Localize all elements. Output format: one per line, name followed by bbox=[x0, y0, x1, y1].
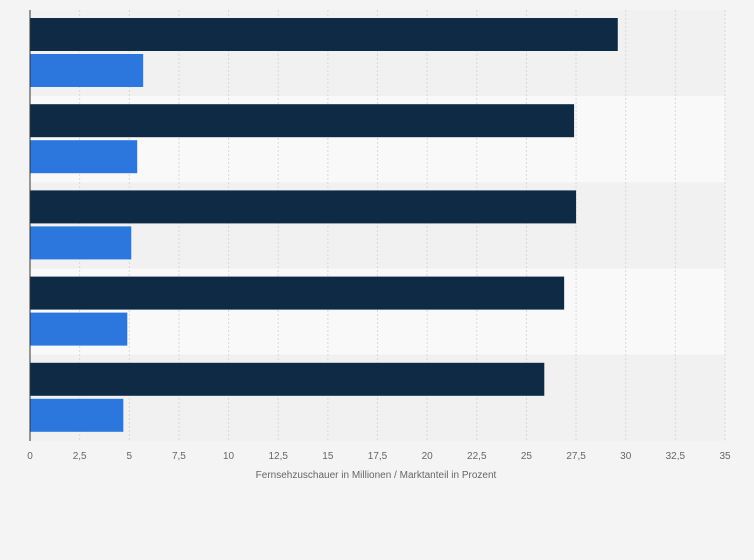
bars bbox=[30, 18, 618, 432]
x-tick-label: 32,5 bbox=[666, 451, 686, 462]
x-tick-label: 27,5 bbox=[566, 451, 586, 462]
x-tick-label: 10 bbox=[223, 451, 235, 462]
x-tick-label: 25 bbox=[521, 451, 533, 462]
bar bbox=[30, 362, 545, 396]
x-tick-label: 22,5 bbox=[467, 451, 487, 462]
bar bbox=[30, 398, 124, 432]
bar bbox=[30, 276, 565, 310]
x-tick-label: 20 bbox=[422, 451, 434, 462]
x-tick-label: 12,5 bbox=[268, 451, 288, 462]
x-axis-label: Fernsehzuschauer in Millionen / Marktant… bbox=[256, 470, 497, 481]
bar bbox=[30, 54, 144, 87]
bar bbox=[30, 312, 128, 346]
x-tick-label: 30 bbox=[620, 451, 632, 462]
x-tick-label: 35 bbox=[719, 451, 731, 462]
x-tick-label: 17,5 bbox=[368, 451, 388, 462]
x-tick-label: 5 bbox=[127, 451, 133, 462]
x-tick-label: 2,5 bbox=[73, 451, 87, 462]
bar bbox=[30, 140, 138, 174]
bar bbox=[30, 18, 618, 51]
x-tick-label: 7,5 bbox=[172, 451, 186, 462]
x-tick-label: 0 bbox=[27, 451, 33, 462]
bar bbox=[30, 190, 577, 224]
bar bbox=[30, 226, 132, 260]
x-tick-labels: 0 2,5 5 7,5 10 12,5 15 17,5 20 22,5 25 27,5 30 32,5 35 bbox=[27, 451, 731, 462]
x-tick-label: 15 bbox=[322, 451, 334, 462]
bar bbox=[30, 104, 575, 138]
